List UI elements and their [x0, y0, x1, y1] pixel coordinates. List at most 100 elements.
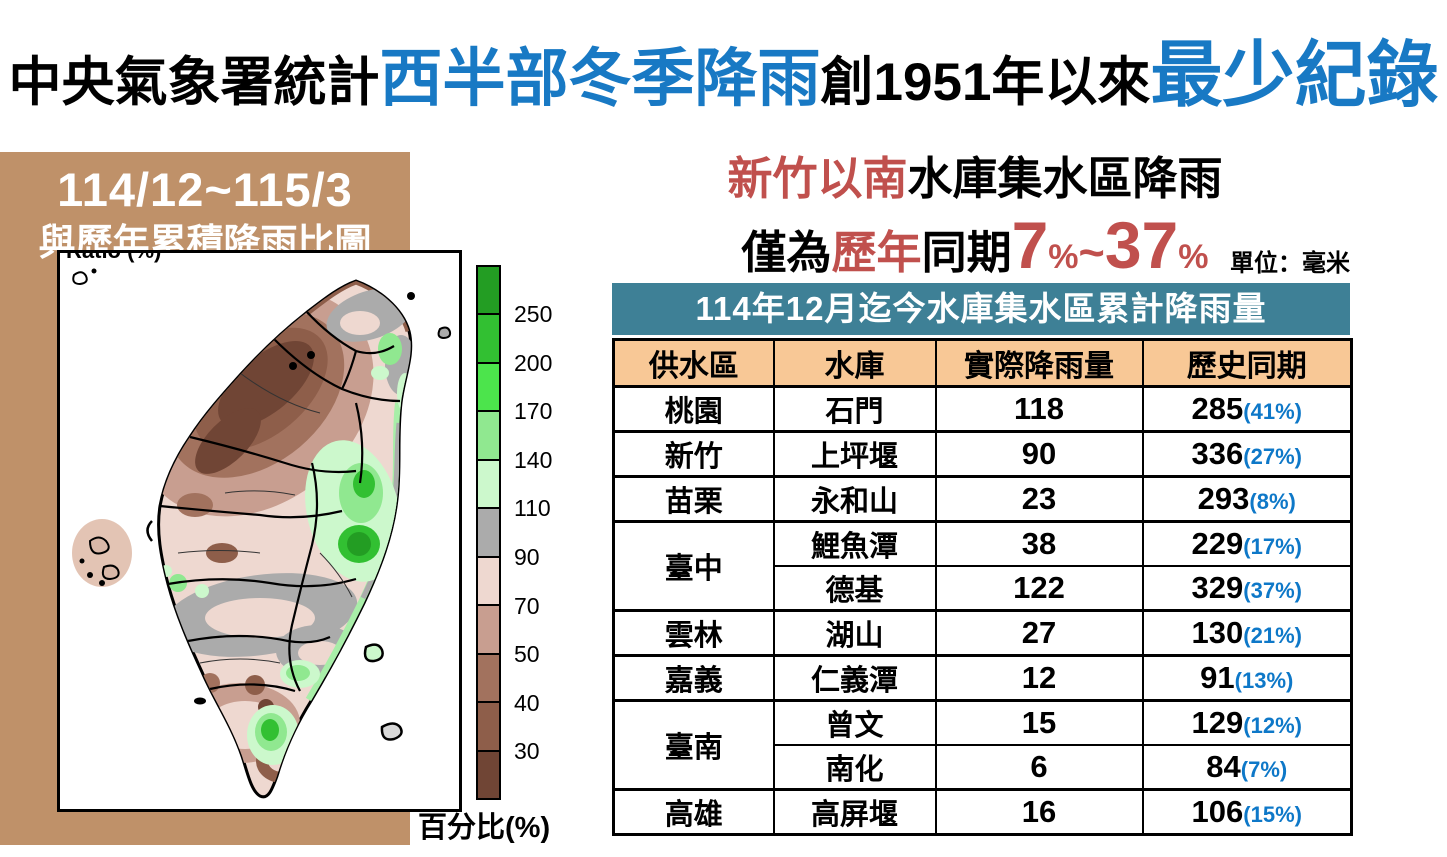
hist-percent: (12%): [1243, 713, 1302, 738]
penghu-islands: [72, 519, 153, 587]
region-cell: 高雄: [612, 788, 775, 836]
region-cell: 雲林: [612, 609, 775, 657]
hist-percent: (7%): [1240, 757, 1288, 782]
legend-band: [478, 363, 499, 413]
legend-band: [478, 557, 499, 607]
legend-band: [478, 460, 499, 510]
hist-cell: 285(41%): [1141, 385, 1353, 433]
table-row: 臺南 曾文 15 129(12%): [612, 699, 1353, 791]
hist-percent: (17%): [1243, 534, 1302, 559]
legend-color-bar: [476, 265, 501, 800]
legend-tick-label: 40: [514, 690, 540, 716]
hist-cell: 106(15%): [1141, 788, 1353, 836]
actual-cell: 122: [934, 565, 1144, 612]
hist-cell: 229(17%): [1141, 520, 1353, 567]
hist-cell: 91(13%): [1141, 654, 1353, 702]
taiwan-map: [72, 268, 452, 799]
reservoir-cell: 上坪堰: [772, 430, 937, 478]
hist-percent: (8%): [1249, 489, 1296, 514]
legend-band: [478, 267, 499, 316]
reservoir-cell: 曾文: [772, 699, 937, 746]
actual-cell: 118: [934, 385, 1144, 433]
legend-band: [478, 509, 499, 558]
region-cell: 嘉義: [612, 654, 775, 702]
hist-value: 329: [1191, 570, 1244, 605]
hist-percent: (37%): [1243, 578, 1302, 603]
table-row: 嘉義 仁義潭 12 91(13%): [612, 654, 1353, 702]
legend-band: [478, 412, 499, 461]
hist-cell: 293(8%): [1141, 475, 1353, 523]
actual-cell: 16: [934, 788, 1144, 836]
reservoir-cell: 湖山: [772, 609, 937, 657]
hist-value: 293: [1197, 481, 1250, 516]
region-cell: 苗栗: [612, 475, 775, 523]
table-row: 臺中 鯉魚潭 38 229(17%): [612, 520, 1353, 612]
legend-band: [478, 751, 499, 798]
percent-sign: %: [1178, 238, 1209, 276]
map-color-legend: 250 200 170 140 110 90 70 50 40 30: [476, 265, 606, 800]
legend-tick-label: 70: [514, 593, 540, 619]
legend-band: [478, 703, 499, 752]
percent-sign: %: [1048, 238, 1079, 276]
table-row: 高雄 高屏堰 16 106(15%): [612, 788, 1353, 836]
hist-cell: 329(37%): [1141, 565, 1353, 612]
actual-cell: 90: [934, 430, 1144, 478]
headline-period-label: 同期: [921, 227, 1012, 278]
hist-cell: 129(12%): [1141, 699, 1353, 746]
col-header-actual: 實際降雨量: [934, 338, 1144, 388]
reservoir-table: 114年12月迄今水庫集水區累計降雨量 供水區 水庫 實際降雨量 歷史同期 桃園…: [612, 283, 1353, 836]
headline-line1: 新竹以南水庫集水區降雨: [630, 142, 1320, 207]
legend-tick-label: 30: [514, 738, 540, 764]
title-part-black2: 創1951年以來: [820, 53, 1151, 112]
actual-cell: 38: [934, 520, 1144, 567]
table-row: 雲林 湖山 27 130(21%): [612, 609, 1353, 657]
legend-band: [478, 606, 499, 655]
region-cell: 臺南: [612, 699, 775, 791]
legend-caption: 百分比(%): [418, 812, 551, 844]
legend-band: [478, 654, 499, 704]
hist-value: 106: [1191, 794, 1244, 829]
col-header-reservoir: 水庫: [772, 338, 937, 388]
map-ratio-clipped-label: Ratio (%): [66, 250, 162, 263]
headline-history-label: 歷年: [831, 227, 922, 278]
reservoir-cell: 仁義潭: [772, 654, 937, 702]
hist-value: 130: [1191, 615, 1244, 650]
headline-black-text: 水庫集水區降雨: [907, 153, 1223, 204]
table-title: 114年12月迄今水庫集水區累計降雨量: [612, 283, 1350, 335]
hist-value: 285: [1191, 391, 1244, 426]
headline-max-percent: 37: [1104, 208, 1179, 282]
township-borders: [177, 372, 353, 664]
hist-cell: 84(7%): [1141, 744, 1353, 791]
title-part-blue1: 西半部冬季降雨: [379, 44, 821, 114]
hist-value: 336: [1191, 436, 1244, 471]
legend-tick-label: 250: [514, 301, 553, 327]
legend-tick-label: 200: [514, 350, 553, 376]
actual-cell: 6: [934, 744, 1144, 791]
hist-value: 91: [1200, 660, 1235, 695]
hist-cell: 336(27%): [1141, 430, 1353, 478]
hist-percent: (21%): [1243, 623, 1302, 648]
table-row: 新竹 上坪堰 90 336(27%): [612, 430, 1353, 478]
actual-cell: 12: [934, 654, 1144, 702]
hist-value: 229: [1191, 526, 1244, 561]
col-header-history: 歷史同期: [1141, 338, 1353, 388]
legend-tick-label: 140: [514, 447, 553, 473]
region-cell: 新竹: [612, 430, 775, 478]
reservoir-cell: 南化: [772, 744, 937, 791]
table-header-row: 供水區 水庫 實際降雨量 歷史同期: [612, 338, 1353, 388]
actual-cell: 23: [934, 475, 1144, 523]
reservoir-cell: 鯉魚潭: [772, 520, 937, 567]
col-header-region: 供水區: [612, 338, 775, 388]
page-title: 中央氣象署統計西半部冬季降雨創1951年以來最少紀錄: [0, 16, 1447, 121]
title-part-black1: 中央氣象署統計: [8, 53, 380, 112]
hist-percent: (27%): [1243, 444, 1302, 469]
headline-red-region: 新竹以南: [727, 153, 908, 204]
legend-tick-label: 170: [514, 398, 553, 424]
legend-tick-label: 90: [514, 544, 540, 570]
region-cell: 桃園: [612, 385, 775, 433]
hist-percent: (13%): [1234, 668, 1294, 693]
map-period-label: 114/12~115/3: [57, 163, 353, 216]
headline-line2: 僅為歷年同期7%~37%: [630, 207, 1320, 283]
table-row: 桃園 石門 118 285(41%): [612, 385, 1353, 433]
headline-only-label: 僅為: [741, 227, 832, 278]
